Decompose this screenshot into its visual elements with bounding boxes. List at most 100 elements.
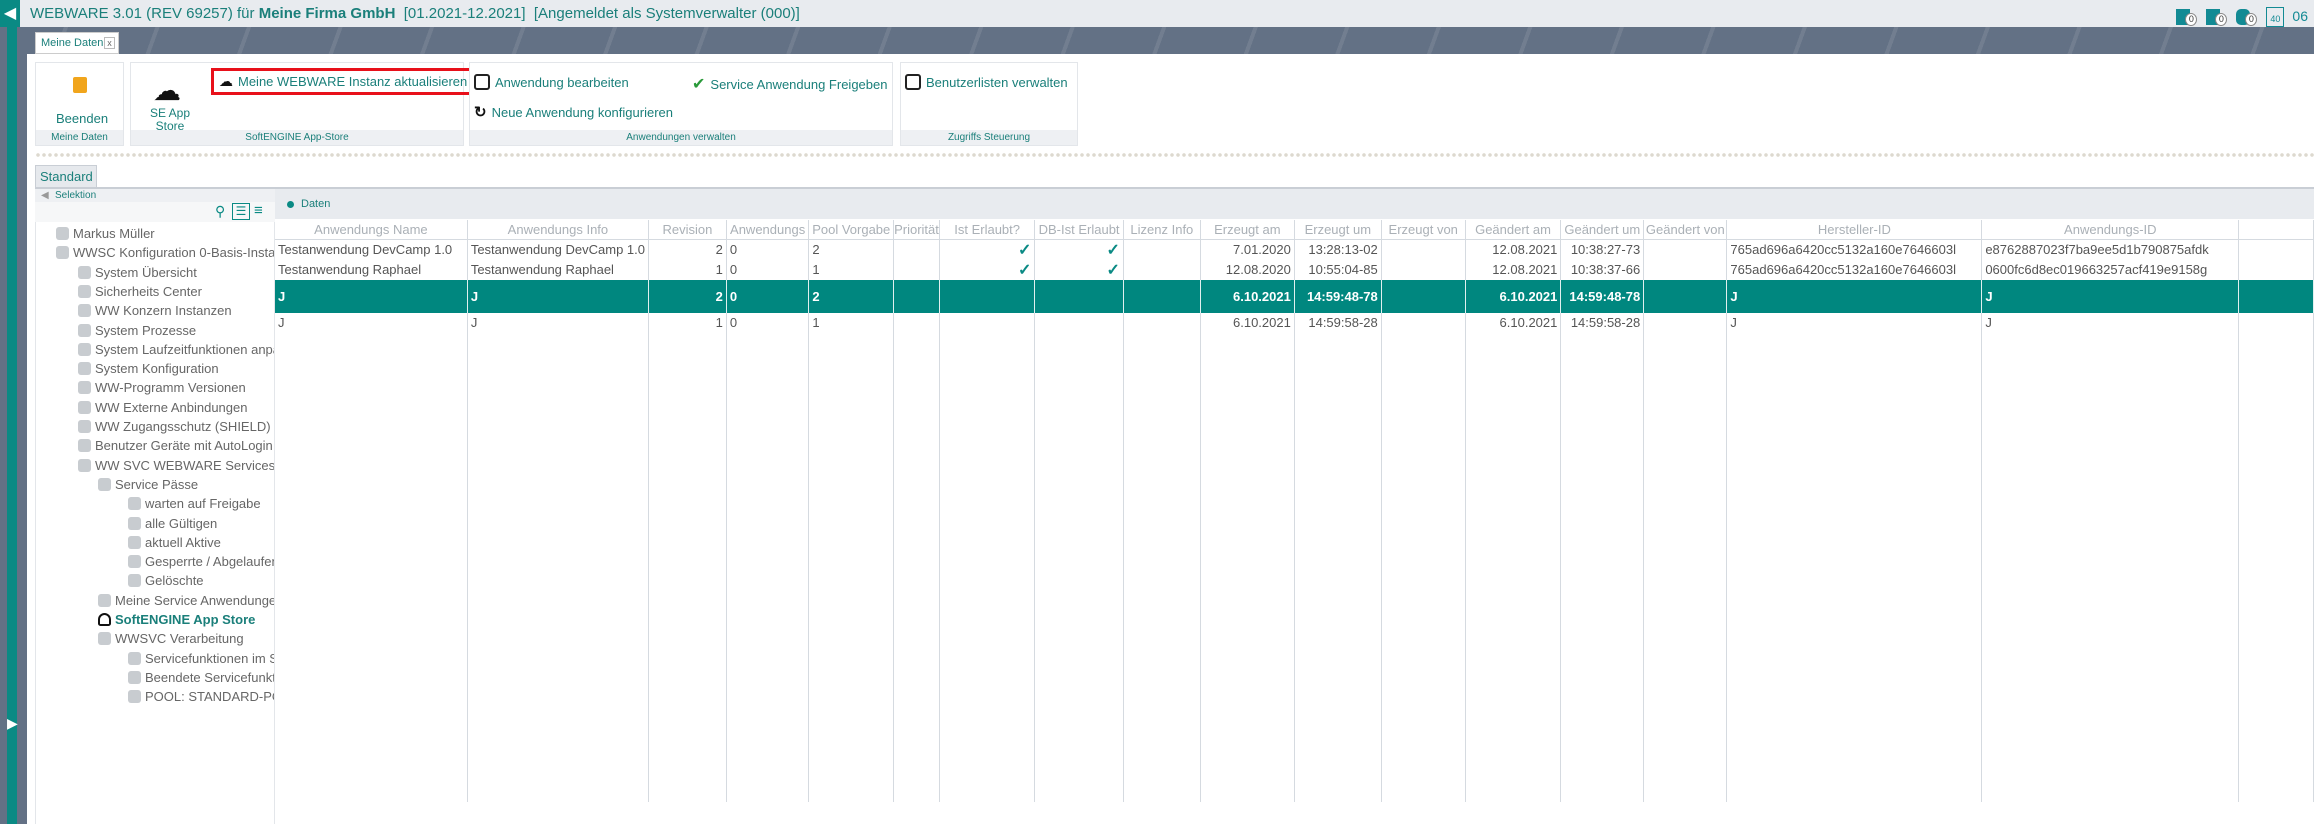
column-header[interactable]: Erzeugt um (1294, 220, 1382, 240)
tree-item[interactable]: Markus Müller (56, 224, 155, 243)
column-header[interactable]: Geändert von (1643, 220, 1728, 240)
tree-item[interactable]: WW SVC WEBWARE Services (78, 456, 275, 475)
table-cell: 12.08.2021 (1465, 239, 1562, 260)
column-header[interactable]: Geändert am (1465, 220, 1562, 240)
userlists-label: Benutzerlisten verwalten (926, 74, 1068, 90)
update-instance-button[interactable]: ☁ Meine WEBWARE Instanz aktualisieren (211, 68, 476, 95)
tree-item[interactable]: WW-Programm Versionen (78, 378, 246, 397)
checkmark-icon: ✓ (1106, 241, 1120, 259)
table-row[interactable]: J J 1 0 1 6.10.2021 14:59:58-28 6.10.2021 14:59:… (275, 312, 2314, 332)
table-cell-empty (939, 331, 1036, 802)
document-count: 0 (2215, 12, 2228, 26)
tab-meine-daten[interactable]: Meine Daten x (35, 32, 119, 54)
data-header: Daten (275, 189, 2314, 219)
group-label: Zugriffs Steuerung (901, 130, 1077, 145)
tree-item[interactable]: WWSVC Verarbeitung (98, 629, 244, 648)
table-cell-empty (2238, 331, 2314, 802)
expand-arrow-icon[interactable]: ▶ (7, 715, 18, 731)
column-header[interactable]: Hersteller-ID (1726, 220, 1983, 240)
tree-item[interactable]: aktuell Aktive (128, 533, 221, 552)
tab-standard[interactable]: Standard (35, 165, 97, 187)
search-icon[interactable]: ⚲ (215, 203, 226, 219)
table-row[interactable]: Testanwendung Raphael Testanwendung Rapha… (275, 259, 2314, 280)
column-header[interactable]: Pool Vorgabe (808, 220, 895, 240)
back-arrow-icon[interactable]: ◀ (0, 0, 20, 27)
beenden-button[interactable]: Beenden (56, 111, 109, 126)
tree-node-icon (78, 284, 91, 298)
tree-item[interactable]: System Konfiguration (78, 359, 219, 378)
tree-item[interactable]: Servicefunktionen im System (128, 649, 274, 668)
table-cell-empty (2238, 239, 2314, 260)
close-tab-button[interactable]: x (104, 37, 115, 49)
tree-item[interactable]: Meine Service Anwendungen (98, 591, 274, 610)
column-header[interactable]: Anwendungs-ID (1981, 220, 2240, 240)
column-header[interactable]: Anwendungs (726, 220, 810, 240)
edit-app-button[interactable]: Anwendung bearbeiten (474, 74, 629, 90)
column-header[interactable]: Priorität (893, 220, 940, 240)
table-cell: 6.10.2021 (1465, 312, 1562, 332)
tree-item[interactable]: Gelöschte (128, 571, 204, 590)
tree-node-icon (78, 381, 91, 395)
tree-item[interactable]: WWSC Konfiguration 0-Basis-Instanz (56, 243, 274, 262)
tree-item[interactable]: WW Zugangsschutz (SHIELD) (78, 417, 271, 436)
table-cell: 6.10.2021 (1465, 279, 1562, 313)
list-view-icon[interactable]: ≡ (254, 202, 263, 219)
tree-item[interactable]: alle Gültigen (128, 514, 217, 533)
tree-item-label: System Laufzeitfunktionen anpassen (95, 341, 274, 357)
table-cell: ✓ (939, 239, 1036, 260)
tree-item[interactable]: POOL: STANDARD-POOL (128, 687, 274, 706)
tree-item[interactable]: WW Externe Anbindungen (78, 398, 247, 417)
release-button[interactable]: ✔ Service Anwendung Freigeben (692, 74, 887, 94)
column-header[interactable]: Lizenz Info (1123, 220, 1201, 240)
table-cell (939, 279, 1036, 313)
column-header[interactable]: Erzeugt von (1381, 220, 1466, 240)
selection-header[interactable]: ◀ Selektion (35, 189, 275, 202)
table-row[interactable]: Testanwendung DevCamp 1.0 Testanwendung D… (275, 239, 2314, 260)
tree-item-label: WW Externe Anbindungen (95, 399, 248, 415)
table-row[interactable]: J J 2 0 2 6.10.2021 14:59:48-78 6.10.2021 14:59:… (275, 279, 2314, 313)
tree-item[interactable]: WW Konzern Instanzen (78, 301, 232, 320)
tree-item[interactable]: Beendete Servicefunktionen (128, 668, 274, 687)
ribbon-group-anwendungen: Anwendung bearbeiten ✔ Service Anwendung … (469, 62, 893, 146)
chat-icon[interactable]: 0 (2236, 7, 2258, 27)
calendar-icon[interactable]: 40 (2266, 6, 2285, 27)
tree-item[interactable]: System Prozesse (78, 321, 196, 340)
column-header[interactable]: Geändert um (1560, 220, 1645, 240)
id-card-icon (905, 74, 921, 90)
table-cell: 0600fc6d8ec019663257acf419e9158g (1981, 259, 2240, 280)
refresh-icon: ↻ (474, 104, 487, 121)
status-text: 06 (2292, 8, 2308, 24)
tree-item[interactable]: warten auf Freigabe (128, 494, 261, 513)
table-cell: 12.08.2021 (1465, 259, 1562, 280)
tree-item[interactable]: Sicherheits Center (78, 282, 202, 301)
tree-item[interactable]: Benutzer Geräte mit AutoLogin ( (78, 436, 274, 455)
list-icon[interactable]: 0 (2176, 7, 2198, 27)
tree-node-icon (78, 400, 91, 414)
tree-item[interactable]: Service Pässe (98, 475, 198, 494)
column-header[interactable]: DB-Ist Erlaubt (1034, 220, 1124, 240)
table-cell: e8762887023f7ba9ee5d1b790875afdk (1981, 239, 2240, 260)
table-cell: J (1726, 279, 1983, 313)
tree-item[interactable]: System Laufzeitfunktionen anpassen (78, 340, 274, 359)
tree-item[interactable]: System Übersicht (78, 263, 197, 282)
table-cell (1643, 259, 1728, 280)
tree-node-icon (56, 227, 69, 240)
column-header[interactable]: Revision (648, 220, 727, 240)
column-header[interactable]: Erzeugt am (1200, 220, 1295, 240)
tree-item[interactable]: Gesperrte / Abgelaufene (128, 552, 274, 571)
splitter[interactable] (35, 153, 2314, 157)
new-app-button[interactable]: ↻ Neue Anwendung konfigurieren (474, 103, 673, 121)
tree-node-icon (78, 265, 91, 279)
tree-item-label: WW SVC WEBWARE Services (95, 457, 275, 473)
document-icon[interactable]: 0 (2206, 7, 2228, 27)
table-cell: Testanwendung Raphael (467, 259, 650, 280)
column-header[interactable]: Anwendungs Info (467, 220, 650, 240)
collapse-icon[interactable]: ◀ (41, 190, 49, 201)
userlists-button[interactable]: Benutzerlisten verwalten (905, 74, 1068, 90)
column-header[interactable]: Anwendungs Name (275, 220, 468, 240)
tree-item[interactable]: SoftENGINE App Store (98, 610, 255, 629)
tree-view-icon[interactable]: ☰ (232, 203, 250, 220)
tree-item-label: POOL: STANDARD-POOL (145, 689, 274, 705)
column-header[interactable]: Ist Erlaubt? (939, 220, 1036, 240)
group-label: Anwendungen verwalten (470, 130, 892, 145)
